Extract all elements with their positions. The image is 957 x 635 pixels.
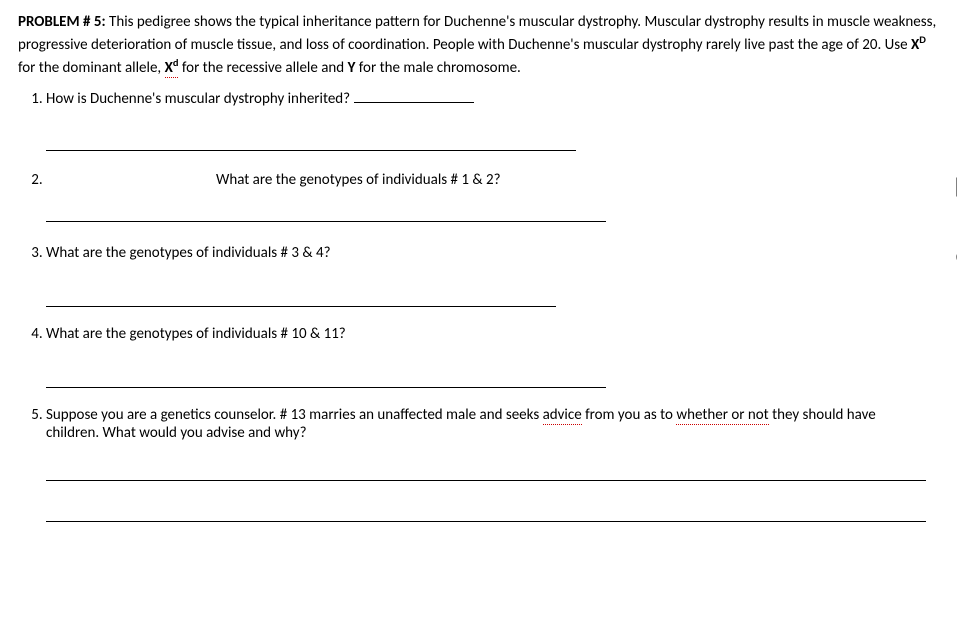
header-text-4: for the male chromosome. xyxy=(359,59,521,77)
q5-text-b: from you as to xyxy=(582,406,677,424)
q5-wavy-2: whether or not xyxy=(676,406,768,425)
header-text-1: This pedigree shows the typical inherita… xyxy=(18,13,936,54)
q2-blank-line xyxy=(46,203,606,222)
q1-blank-inline xyxy=(354,87,474,103)
q5-blank-1 xyxy=(46,462,926,481)
q1-text: How is Duchenne's muscular dystrophy inh… xyxy=(46,90,350,108)
q5-wavy-1: advice xyxy=(543,406,582,425)
question-1: How is Duchenne's muscular dystrophy inh… xyxy=(46,87,926,151)
y-chrom: Y xyxy=(348,59,356,77)
question-3: What are the genotypes of individuals # … xyxy=(46,244,926,307)
q1-blank-line xyxy=(46,132,576,151)
q2-text: What are the genotypes of individuals # … xyxy=(216,171,501,189)
questions-column: How is Duchenne's muscular dystrophy inh… xyxy=(18,87,936,530)
header-text-3: for the recessive allele and xyxy=(182,59,348,77)
question-2: What are the genotypes of individuals # … xyxy=(46,171,926,222)
question-5: Suppose you are a genetics counselor. # … xyxy=(46,406,926,522)
q4-text: What are the genotypes of individuals # … xyxy=(46,325,926,343)
q5-blank-2 xyxy=(46,503,926,522)
q3-text: What are the genotypes of individuals # … xyxy=(46,244,926,262)
q3-blank-line xyxy=(46,288,556,307)
allele-dom: XD xyxy=(911,36,926,54)
pedigree-diagram: 123456789101112131415 xyxy=(936,87,957,530)
q5-text-a: Suppose you are a genetics counselor. # … xyxy=(46,406,543,424)
allele-rec: Xd xyxy=(165,59,179,78)
question-4: What are the genotypes of individuals # … xyxy=(46,325,926,388)
header-text-2: for the dominant allele, xyxy=(18,59,165,77)
problem-label: PROBLEM # 5: xyxy=(18,13,106,31)
problem-header: PROBLEM # 5: This pedigree shows the typ… xyxy=(18,12,939,79)
q4-blank-line xyxy=(46,369,606,388)
